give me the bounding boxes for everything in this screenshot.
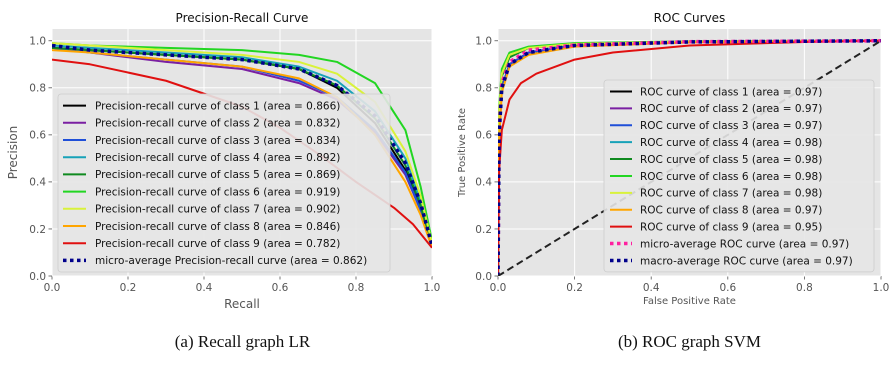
- chart-panel-1: 0.0 0.2 0.4 0.6 0.8 1.0 0.0 0.2 0.4 0.6 0.8 1.0 Prec…: [6, 11, 440, 311]
- legend-box: [603, 79, 875, 273]
- series-line-9: [498, 39, 881, 276]
- legend-label: Precision-recall curve of class 4 (area …: [95, 152, 340, 164]
- legend-label: macro-average ROC curve (area = 0.97): [640, 255, 853, 267]
- legend-label: ROC curve of class 7 (area = 0.98): [640, 188, 822, 200]
- legend-label: ROC curve of class 5 (area = 0.98): [640, 154, 822, 166]
- y-tick-label: 0.6: [29, 130, 46, 142]
- caption-right: (b) ROC graph SVM: [617, 332, 762, 351]
- series-group: [52, 42, 432, 249]
- series-line-6: [52, 42, 432, 241]
- y-axis-label: Precision: [6, 126, 20, 180]
- x-tick-label: 0.0: [44, 282, 61, 294]
- y-tick-label: 0.4: [475, 177, 492, 189]
- legend-label: ROC curve of class 6 (area = 0.98): [640, 171, 822, 183]
- legend-box: [57, 93, 391, 273]
- x-tick-label: 0.8: [796, 282, 813, 294]
- legend-label: Precision-recall curve of class 9 (area …: [95, 238, 340, 250]
- legend-label: Precision-recall curve of class 2 (area …: [95, 118, 340, 130]
- series-line-4: [52, 44, 432, 246]
- legend-label: ROC curve of class 2 (area = 0.97): [640, 103, 822, 115]
- x-axis-label: False Positive Rate: [643, 296, 736, 307]
- x-tick-label: 0.4: [196, 282, 213, 294]
- legend-label: ROC curve of class 3 (area = 0.97): [640, 120, 822, 132]
- legend-label: Precision-recall curve of class 1 (area …: [95, 100, 340, 112]
- y-tick-label: 0.4: [29, 177, 46, 189]
- series-line-10: [52, 43, 432, 246]
- legend-label: Precision-recall curve of class 5 (area …: [95, 169, 340, 181]
- legend-label: micro-average ROC curve (area = 0.97): [640, 238, 849, 250]
- caption-left: (a) Recall graph LR: [174, 332, 311, 351]
- x-tick-label: 0.2: [120, 282, 137, 294]
- series-group: [498, 39, 881, 276]
- x-tick-label: 1.0: [424, 282, 441, 294]
- chart-title: Precision-Recall Curve: [176, 11, 309, 25]
- x-tick-label: 1.0: [873, 282, 890, 294]
- legend-label: Precision-recall curve of class 7 (area …: [95, 204, 340, 216]
- x-tick-label: 0.0: [490, 282, 507, 294]
- y-tick-label: 0.8: [29, 83, 46, 95]
- y-tick-label: 1.0: [29, 36, 46, 48]
- legend-label: ROC curve of class 8 (area = 0.97): [640, 205, 822, 217]
- chart-title: ROC Curves: [654, 11, 726, 25]
- y-tick-label: 0.0: [29, 271, 46, 283]
- y-tick-label: 0.2: [475, 224, 492, 236]
- series-line-10: [498, 39, 881, 276]
- legend-label: ROC curve of class 1 (area = 0.97): [640, 86, 822, 98]
- x-tick-label: 0.8: [348, 282, 365, 294]
- series-line-11: [498, 39, 881, 276]
- y-tick-label: 0.6: [475, 130, 492, 142]
- legend-label: Precision-recall curve of class 6 (area …: [95, 186, 340, 198]
- y-tick-label: 0.8: [475, 83, 492, 95]
- series-line-7: [52, 42, 432, 244]
- series-line-8: [52, 49, 432, 249]
- y-tick-label: 1.0: [475, 36, 492, 48]
- x-tick-label: 0.6: [272, 282, 289, 294]
- x-axis-label: Recall: [224, 297, 260, 311]
- x-tick-label: 0.2: [566, 282, 583, 294]
- x-tick-label: 0.4: [643, 282, 660, 294]
- y-axis-label: True Positive Rate: [457, 108, 468, 198]
- legend-label: ROC curve of class 4 (area = 0.98): [640, 137, 822, 149]
- legend-label: Precision-recall curve of class 3 (area …: [95, 135, 340, 147]
- chart-panel-2: 0.0 0.2 0.4 0.6 0.8 1.0 0.0 0.2 0.4 0.6 0.8 1.0 ROC …: [457, 11, 889, 307]
- y-tick-label: 0.0: [475, 271, 492, 283]
- x-tick-label: 0.6: [719, 282, 736, 294]
- legend-label: Precision-recall curve of class 8 (area …: [95, 221, 340, 233]
- legend-label: ROC curve of class 9 (area = 0.95): [640, 221, 822, 233]
- legend-label: micro-average Precision-recall curve (ar…: [95, 255, 367, 267]
- y-tick-label: 0.2: [29, 224, 46, 236]
